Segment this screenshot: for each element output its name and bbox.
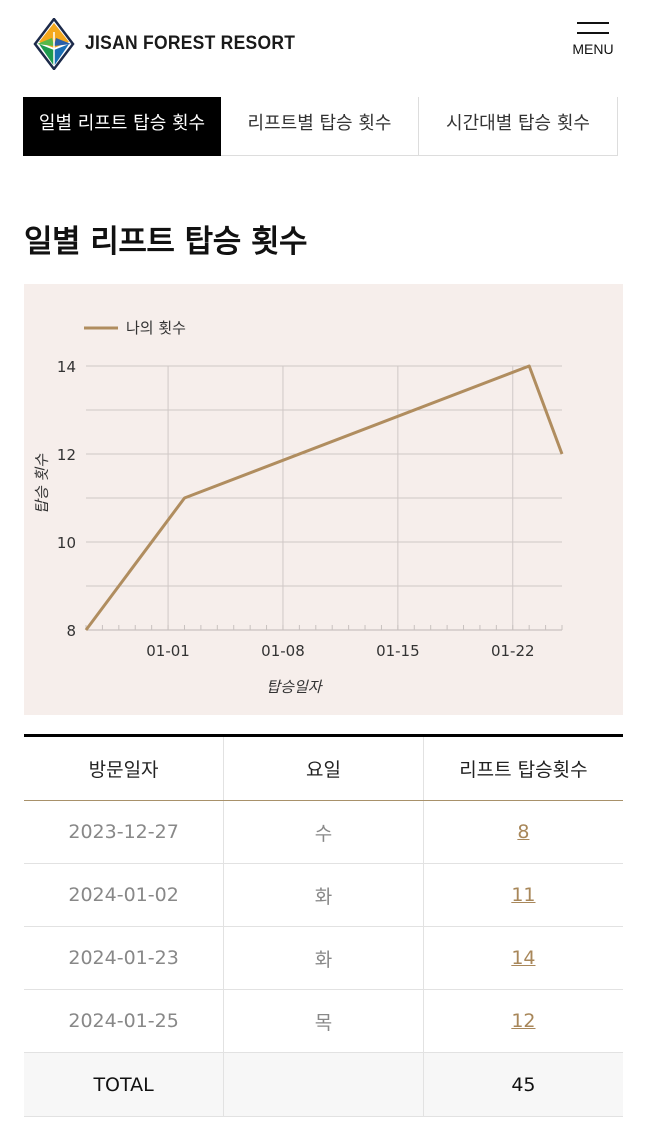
y-tick-label: 12 [57,446,76,464]
ride-history-table: 방문일자 요일 리프트 탑승횟수 2023-12-27 수 8 2024-01-… [24,734,623,1117]
x-tick-label: 01-01 [146,642,190,660]
column-header-visit-date: 방문일자 [24,735,225,801]
tab-lift-rides-by-hour[interactable]: 시간대별 탑승 횟수 [419,97,618,156]
line-chart-svg: 8 10 12 14 01-01 01-08 01-15 01-22 탑승일자 탑승 횟수 나의 횟… [33,319,564,696]
ride-count-link[interactable]: 12 [511,1010,536,1032]
leaf-logo-icon [33,18,75,70]
y-tick-label: 10 [57,534,76,552]
ride-count-link[interactable]: 14 [511,947,536,969]
ride-count-cell: 8 [423,800,623,864]
visit-date-cell: 2024-01-25 [24,989,225,1053]
logo-text: JISAN FOREST RESORT [85,33,296,54]
hamburger-icon-bar [577,32,609,34]
x-tick-label: 01-22 [491,642,535,660]
visit-date-cell: 2024-01-02 [24,863,225,927]
table-row: 2023-12-27 수 8 [24,800,623,864]
visit-date-cell: 2023-12-27 [24,800,225,864]
series-line-my-count [84,364,564,631]
hamburger-icon-bar [577,22,609,24]
menu-button[interactable]: MENU [568,22,618,57]
weekday-cell: 목 [223,989,424,1053]
header: JISAN FOREST RESORT MENU [0,0,647,95]
column-header-weekday: 요일 [223,735,424,801]
page-title: 일별 리프트 탑승 횟수 [24,224,308,260]
ride-count-cell: 11 [423,863,623,927]
table-total-row: TOTAL 45 [24,1052,623,1117]
x-axis-title: 탑승일자 [266,678,323,696]
tab-lift-rides-by-lift[interactable]: 리프트별 탑승 횟수 [221,97,419,156]
tab-bar: 일별 리프트 탑승 횟수 리프트별 탑승 횟수 시간대별 탑승 횟수 [23,97,618,156]
y-tick-label: 14 [57,358,76,376]
weekday-cell: 화 [223,863,424,927]
legend-label: 나의 횟수 [126,319,186,337]
total-weekday-cell [223,1052,424,1117]
ride-count-link[interactable]: 8 [517,821,530,843]
line-chart: 8 10 12 14 01-01 01-08 01-15 01-22 탑승일자 탑승 횟수 나의 횟… [24,284,623,715]
table-row: 2024-01-02 화 11 [24,863,623,927]
total-label: TOTAL [24,1052,225,1117]
ride-count-cell: 12 [423,989,623,1053]
menu-label: MENU [572,41,614,57]
weekday-cell: 화 [223,926,424,990]
x-tick-label: 01-15 [376,642,420,660]
weekday-cell: 수 [223,800,424,864]
table-row: 2024-01-23 화 14 [24,926,623,990]
x-tick-label: 01-08 [261,642,305,660]
y-tick-label: 8 [66,622,76,640]
table-header-row: 방문일자 요일 리프트 탑승횟수 [24,735,623,801]
table-row: 2024-01-25 목 12 [24,989,623,1053]
ride-count-link[interactable]: 11 [511,884,536,906]
tab-daily-lift-rides[interactable]: 일별 리프트 탑승 횟수 [23,97,221,156]
visit-date-cell: 2024-01-23 [24,926,225,990]
y-axis-title: 탑승 횟수 [33,453,51,514]
column-header-ride-count: 리프트 탑승횟수 [423,735,623,801]
ride-count-cell: 14 [423,926,623,990]
logo[interactable]: JISAN FOREST RESORT [33,18,313,70]
total-count: 45 [423,1052,623,1117]
